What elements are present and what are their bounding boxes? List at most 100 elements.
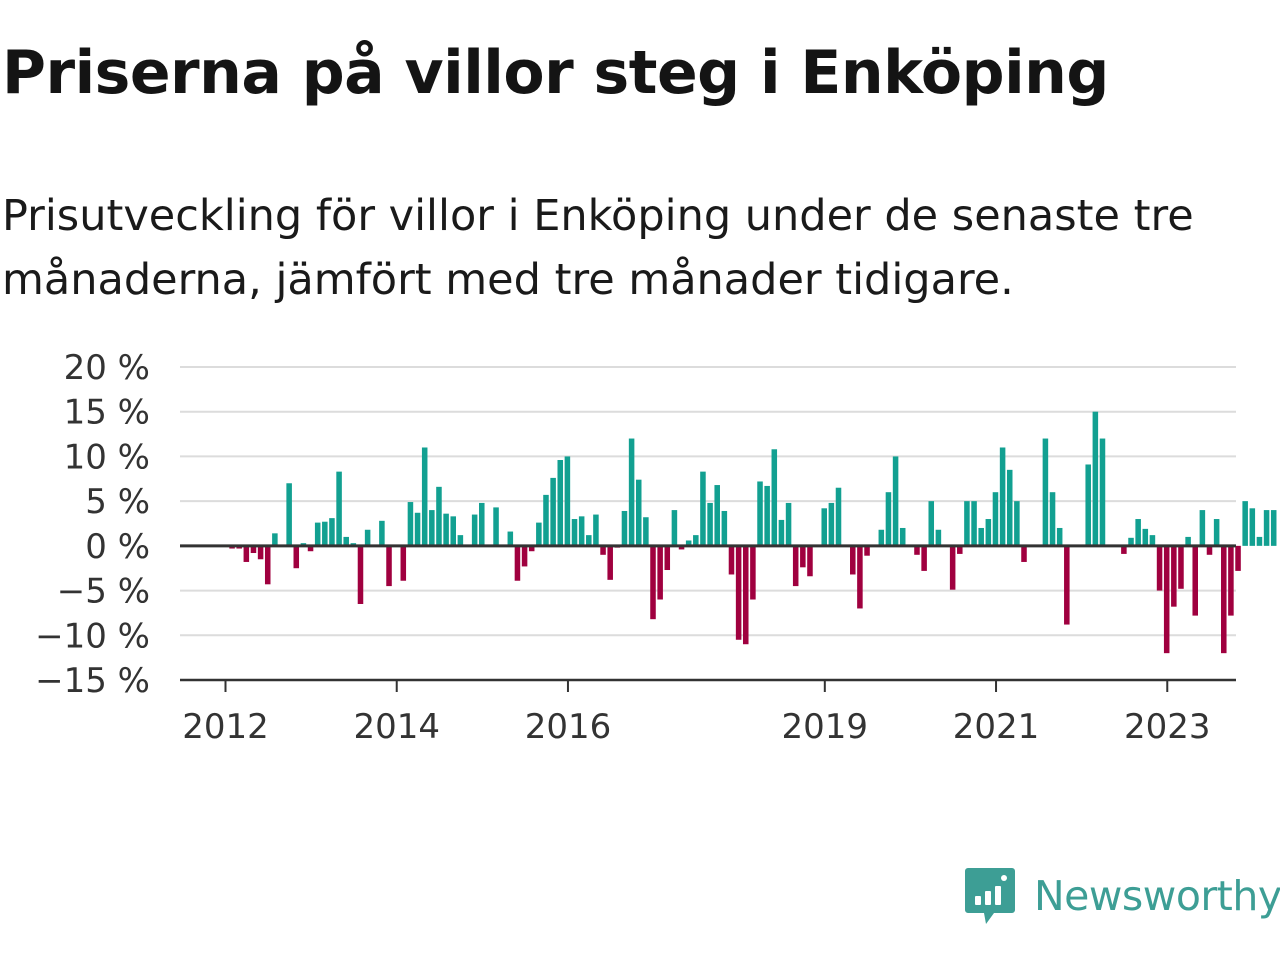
bar <box>1213 519 1220 546</box>
chart-subtitle: Prisutveckling för villor i Enköping und… <box>2 191 1194 305</box>
bar <box>479 502 485 546</box>
bar <box>357 545 364 604</box>
bar <box>778 519 785 546</box>
axes <box>180 544 1236 692</box>
y-tick-label: 0 % <box>85 527 150 567</box>
bar <box>1263 510 1270 546</box>
bar <box>593 514 599 546</box>
bar <box>685 540 692 546</box>
bar <box>992 492 999 546</box>
bar <box>1163 545 1170 654</box>
bar <box>557 460 564 546</box>
bar <box>322 521 328 546</box>
bar <box>521 545 528 567</box>
bar <box>1206 545 1213 555</box>
bar <box>1185 536 1191 546</box>
x-tick-label: 2021 <box>953 707 1040 747</box>
bar <box>957 545 963 554</box>
x-tick-label: 2016 <box>525 707 612 747</box>
bar <box>885 492 892 546</box>
bar <box>264 545 271 585</box>
bar <box>899 527 906 546</box>
bar <box>436 486 442 546</box>
bar <box>1056 527 1063 546</box>
bar <box>379 520 385 546</box>
bar <box>1006 469 1013 546</box>
bar <box>678 545 685 550</box>
bar <box>978 527 984 546</box>
bar <box>771 449 778 546</box>
bar <box>1085 464 1091 546</box>
bar <box>507 531 514 546</box>
newsworthy-logo-icon <box>965 868 1015 924</box>
bar-chart: 20 % 15 %10 % 5 % 0 % −5 %−10 % −15 % 2012 201… <box>35 348 1277 747</box>
bar <box>1249 508 1256 546</box>
bar <box>600 545 606 555</box>
bar <box>257 545 264 560</box>
bar <box>964 501 970 546</box>
bar <box>657 545 663 600</box>
bar <box>1014 501 1020 546</box>
bar <box>721 510 728 546</box>
y-tick-label: 10 % <box>64 437 150 477</box>
bar <box>742 545 749 645</box>
bar <box>1270 510 1277 546</box>
bar <box>707 502 713 546</box>
bar <box>628 438 635 546</box>
x-tick-label: 2012 <box>182 707 269 747</box>
bar <box>643 517 649 546</box>
bar <box>621 510 628 546</box>
bar <box>928 501 935 546</box>
bars <box>229 411 1277 654</box>
bar <box>1092 411 1099 546</box>
bar <box>407 502 414 546</box>
y-tick-label: 20 % <box>64 348 150 388</box>
bar <box>243 545 250 562</box>
bar <box>586 535 592 546</box>
bar <box>1242 501 1248 546</box>
bar <box>800 545 806 568</box>
bar <box>386 545 392 587</box>
bar <box>892 456 899 546</box>
bar <box>493 507 499 546</box>
bar <box>364 529 371 546</box>
y-tick-label: 15 % <box>64 393 150 433</box>
bar <box>914 545 920 555</box>
bar <box>293 545 300 569</box>
bar <box>1135 519 1141 546</box>
bar <box>999 447 1006 546</box>
bar <box>1192 545 1198 616</box>
bar <box>543 494 549 546</box>
bar <box>1256 536 1263 546</box>
bar <box>1156 545 1163 591</box>
bar <box>835 487 842 546</box>
bar <box>1178 545 1184 589</box>
bar <box>329 518 335 546</box>
bar <box>421 447 428 546</box>
bar <box>635 479 642 546</box>
newsworthy-logo[interactable]: Newsworthy <box>964 866 1280 926</box>
bar <box>336 471 342 546</box>
bar <box>536 522 542 546</box>
bar <box>250 545 257 554</box>
bar <box>578 516 585 546</box>
bar <box>1121 545 1127 554</box>
bar <box>728 545 735 575</box>
bar <box>1228 545 1234 616</box>
bar <box>343 536 349 546</box>
bar <box>307 545 314 552</box>
bar <box>792 545 799 587</box>
bar <box>1064 545 1070 625</box>
y-tick-label: −15 % <box>35 661 150 701</box>
bar <box>571 519 578 546</box>
bar <box>971 501 977 546</box>
bar <box>857 545 863 609</box>
bar <box>985 519 992 546</box>
bar <box>757 481 763 546</box>
y-tick-label: −5 % <box>57 572 150 612</box>
x-axis-labels: 2012201420162019202120232025 <box>182 707 1210 747</box>
bar <box>1199 510 1206 546</box>
bar <box>671 510 678 546</box>
bar <box>1128 537 1134 546</box>
bar <box>314 522 321 546</box>
